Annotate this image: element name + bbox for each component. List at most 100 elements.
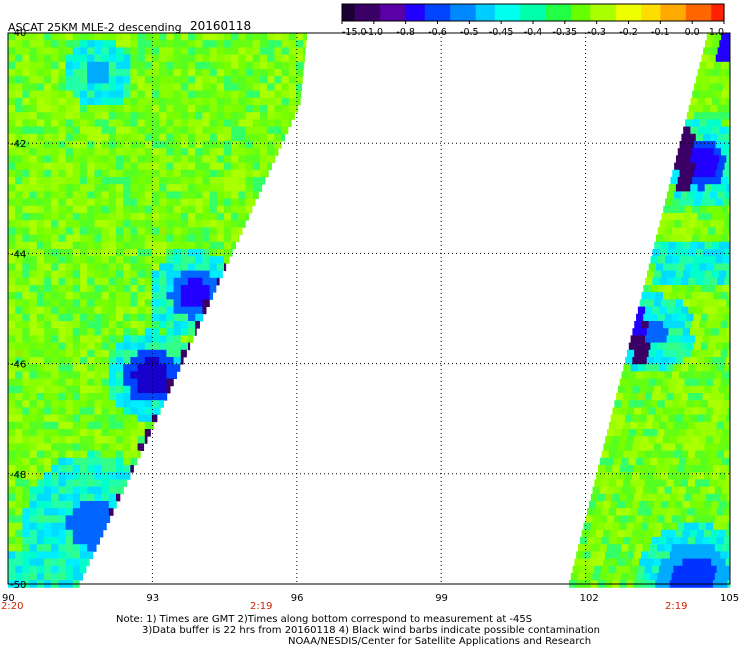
wind-cell	[657, 457, 665, 466]
wind-cell	[173, 299, 182, 307]
wind-cell	[630, 537, 638, 545]
wind-cell	[718, 328, 727, 336]
colorbar-label: -0.5	[460, 27, 479, 38]
wind-cell	[216, 234, 225, 243]
wind-cell	[22, 479, 30, 487]
wind-cell	[188, 148, 196, 156]
wind-cell	[166, 162, 174, 171]
wind-cell	[677, 407, 685, 415]
wind-cell	[688, 421, 696, 430]
wind-cell	[195, 177, 203, 185]
wind-cell	[238, 119, 246, 127]
wind-cell	[87, 105, 95, 113]
wind-cell	[51, 227, 59, 235]
wind-cell	[29, 472, 38, 480]
wind-cell	[267, 83, 275, 91]
wind-cell	[94, 169, 102, 178]
colorbar-swatch	[482, 4, 490, 21]
wind-cell	[44, 313, 52, 322]
wind-cell	[65, 515, 74, 523]
wind-cell	[202, 198, 210, 207]
wind-cell	[152, 33, 160, 41]
wind-cell	[15, 90, 23, 99]
wind-cell	[58, 40, 66, 48]
colorbar-swatch	[380, 4, 388, 21]
wind-cell	[641, 407, 649, 415]
wind-cell	[72, 565, 81, 574]
wind-cell	[44, 501, 52, 509]
wind-cell	[108, 241, 117, 250]
wind-cell	[713, 90, 722, 99]
wind-cell	[36, 263, 45, 271]
wind-cell	[159, 263, 167, 271]
wind-cell	[123, 436, 131, 444]
wind-cell	[87, 407, 95, 415]
wind-cell	[706, 177, 715, 185]
wind-cell	[675, 357, 684, 365]
wind-cell	[637, 537, 646, 545]
wind-cell	[592, 515, 601, 523]
wind-cell	[29, 407, 38, 415]
wind-cell	[238, 69, 246, 77]
wind-cell	[29, 573, 38, 581]
wind-cell	[116, 407, 124, 415]
wind-cell	[65, 407, 74, 415]
wind-cell	[639, 385, 648, 394]
wind-cell	[65, 457, 74, 466]
wind-cell	[8, 364, 16, 372]
wind-cell	[260, 76, 268, 84]
wind-cell	[87, 191, 95, 199]
wind-cell	[144, 162, 153, 171]
wind-cell	[678, 573, 687, 581]
wind-cell	[260, 148, 268, 156]
wind-cell	[8, 385, 16, 394]
wind-cell	[94, 133, 102, 142]
wind-cell	[672, 198, 680, 207]
wind-cell	[152, 407, 160, 415]
wind-cell	[670, 263, 678, 271]
wind-cell	[44, 306, 52, 315]
wind-cell	[695, 393, 703, 401]
wind-cell	[231, 105, 239, 113]
wind-cell	[180, 141, 189, 149]
wind-cell	[8, 371, 16, 379]
wind-cell	[152, 328, 160, 336]
wind-cell	[245, 33, 254, 41]
wind-cell	[29, 292, 38, 300]
wind-cell	[674, 220, 682, 228]
wind-cell	[683, 213, 691, 221]
wind-cell	[152, 285, 160, 293]
wind-cell	[36, 544, 45, 552]
wind-cell	[123, 54, 131, 63]
wind-cell	[36, 61, 45, 70]
wind-cell	[202, 234, 210, 243]
wind-cell	[688, 277, 696, 286]
wind-cell	[616, 393, 624, 401]
wind-cell	[94, 537, 100, 545]
wind-cell	[72, 357, 81, 365]
wind-cell	[137, 33, 146, 41]
wind-cell	[677, 522, 685, 531]
wind-cell	[72, 537, 81, 545]
wind-cell	[632, 328, 641, 336]
wind-cell	[180, 112, 189, 120]
wind-cell	[645, 335, 653, 343]
wind-cell	[123, 306, 131, 315]
wind-cell	[87, 450, 95, 459]
wind-cell	[123, 277, 131, 286]
wind-cell	[252, 133, 261, 142]
wind-cell	[72, 105, 81, 113]
wind-cell	[144, 205, 153, 214]
wind-cell	[173, 249, 182, 257]
wind-cell	[166, 155, 174, 163]
wind-cell	[603, 558, 611, 567]
wind-cell	[36, 335, 45, 343]
colorbar-swatch	[437, 4, 445, 21]
wind-cell	[159, 90, 167, 99]
wind-cell	[720, 551, 728, 559]
wind-cell	[29, 112, 38, 120]
wind-cell	[700, 515, 709, 523]
wind-cell	[713, 551, 721, 559]
wind-cell	[36, 90, 45, 99]
